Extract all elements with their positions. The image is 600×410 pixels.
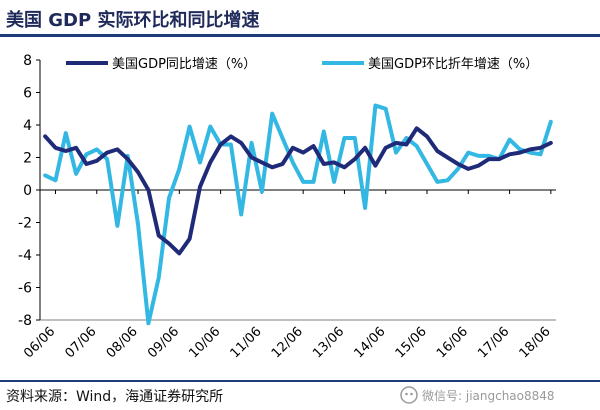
x-tick-label: 15/06 xyxy=(393,324,430,361)
x-tick-label: 16/06 xyxy=(434,324,471,361)
source-note: 资料来源：Wind，海通证券研究所 xyxy=(6,389,224,405)
x-tick-label: 13/06 xyxy=(310,324,347,361)
y-tick-label: -6 xyxy=(18,281,32,297)
x-tick-label: 12/06 xyxy=(269,324,306,361)
legend-qoq-label: 美国GDP环比折年增速（%） xyxy=(368,57,538,72)
x-tick-label: 18/06 xyxy=(517,324,554,361)
series-line-qoq xyxy=(43,103,553,326)
title-rule xyxy=(0,34,600,37)
legend-yoy-label: 美国GDP同比增速（%） xyxy=(112,57,256,72)
x-tick-label: 06/06 xyxy=(21,324,58,361)
x-tick-label: 09/06 xyxy=(145,324,182,361)
y-tick-label: -2 xyxy=(18,216,32,232)
x-tick-label: 11/06 xyxy=(228,324,265,361)
y-tick-label: 2 xyxy=(23,151,32,167)
wechat-icon xyxy=(400,386,418,404)
series-line-yoy xyxy=(43,126,553,256)
y-tick-label: -4 xyxy=(18,248,32,264)
watermark-text: 微信号: jiangchao8848 xyxy=(422,388,555,403)
title-bar: 美国 GDP 实际环比和同比增速 xyxy=(0,0,600,38)
x-tick-label: 07/06 xyxy=(62,324,99,361)
x-tick-label: 08/06 xyxy=(104,324,141,361)
y-tick-label: -8 xyxy=(18,313,32,329)
x-tick-label: 10/06 xyxy=(186,324,223,361)
y-tick-label: 6 xyxy=(23,86,32,102)
x-tick-label: 17/06 xyxy=(475,324,512,361)
x-tick-label: 14/06 xyxy=(351,324,388,361)
y-tick-label: 4 xyxy=(23,118,32,134)
chart-title: 美国 GDP 实际环比和同比增速 xyxy=(6,10,260,31)
watermark: 微信号: jiangchao8848 xyxy=(400,384,555,406)
source-rule xyxy=(0,380,600,382)
y-tick-label: 8 xyxy=(23,53,32,69)
y-tick-label: 0 xyxy=(23,183,32,199)
chart: -8 -6 -4 -2 0 2 4 6 8 06/06 07/06 08/06 09/06 10/06 11… xyxy=(18,53,556,361)
